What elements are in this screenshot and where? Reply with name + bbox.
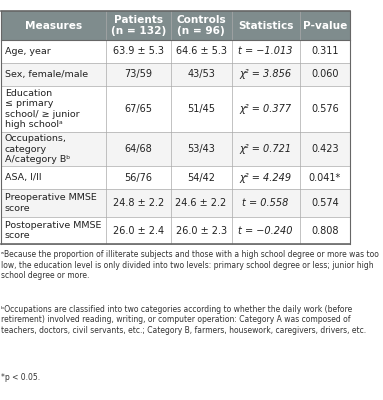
Text: 54/42: 54/42: [187, 173, 215, 183]
Text: Controls
(n = 96): Controls (n = 96): [176, 15, 226, 36]
Bar: [2, 166, 106, 189]
Bar: [300, 132, 350, 166]
Text: ᵃBecause the proportion of illiterate subjects and those with a high school degr: ᵃBecause the proportion of illiterate su…: [2, 250, 379, 280]
Bar: [300, 63, 350, 86]
Bar: [170, 40, 232, 63]
Bar: [106, 63, 170, 86]
Bar: [106, 132, 170, 166]
Bar: [170, 86, 232, 132]
Text: 53/43: 53/43: [187, 144, 215, 154]
Text: Statistics: Statistics: [238, 21, 293, 31]
Bar: [170, 132, 232, 166]
Text: Age, year: Age, year: [5, 47, 51, 56]
Text: Occupations,
category
A/category Bᵇ: Occupations, category A/category Bᵇ: [5, 134, 70, 164]
Bar: [106, 189, 170, 217]
Bar: [300, 166, 350, 189]
Bar: [2, 217, 106, 244]
Bar: [2, 11, 106, 40]
Text: 26.0 ± 2.4: 26.0 ± 2.4: [113, 226, 164, 236]
Bar: [170, 63, 232, 86]
Bar: [106, 11, 170, 40]
Text: χ² = 0.377: χ² = 0.377: [239, 104, 292, 114]
Bar: [106, 217, 170, 244]
Text: ASA, I/II: ASA, I/II: [5, 173, 41, 182]
Text: 0.041*: 0.041*: [309, 173, 341, 183]
Bar: [232, 217, 300, 244]
Text: Patients
(n = 132): Patients (n = 132): [111, 15, 166, 36]
Text: 0.311: 0.311: [311, 46, 339, 56]
Bar: [300, 40, 350, 63]
Text: *p < 0.05.: *p < 0.05.: [2, 373, 41, 382]
Text: 0.576: 0.576: [311, 104, 339, 114]
Bar: [232, 166, 300, 189]
Text: 24.8 ± 2.2: 24.8 ± 2.2: [113, 198, 164, 208]
Bar: [232, 11, 300, 40]
Bar: [300, 189, 350, 217]
Bar: [232, 86, 300, 132]
Bar: [232, 132, 300, 166]
Bar: [170, 189, 232, 217]
Text: 63.9 ± 5.3: 63.9 ± 5.3: [113, 46, 164, 56]
Bar: [2, 189, 106, 217]
Text: t = −1.013: t = −1.013: [238, 46, 293, 56]
Bar: [2, 40, 106, 63]
Bar: [170, 217, 232, 244]
Text: 67/65: 67/65: [124, 104, 152, 114]
Text: t = 0.558: t = 0.558: [242, 198, 289, 208]
Bar: [232, 40, 300, 63]
Bar: [300, 217, 350, 244]
Text: χ² = 3.856: χ² = 3.856: [239, 69, 292, 79]
Text: P-value: P-value: [303, 21, 347, 31]
Text: 0.423: 0.423: [311, 144, 339, 154]
Text: χ² = 4.249: χ² = 4.249: [239, 173, 292, 183]
Bar: [170, 166, 232, 189]
Bar: [2, 132, 106, 166]
Text: χ² = 0.721: χ² = 0.721: [239, 144, 292, 154]
Text: Sex, female/male: Sex, female/male: [5, 70, 88, 79]
Text: 24.6 ± 2.2: 24.6 ± 2.2: [175, 198, 227, 208]
Text: 64.6 ± 5.3: 64.6 ± 5.3: [175, 46, 227, 56]
Bar: [2, 63, 106, 86]
Bar: [232, 63, 300, 86]
Text: 73/59: 73/59: [124, 69, 152, 79]
Bar: [300, 86, 350, 132]
Bar: [106, 166, 170, 189]
Bar: [106, 40, 170, 63]
Text: 0.574: 0.574: [311, 198, 339, 208]
Text: Preoperative MMSE
score: Preoperative MMSE score: [5, 194, 97, 213]
Text: Postoperative MMSE
score: Postoperative MMSE score: [5, 221, 101, 240]
Text: Measures: Measures: [25, 21, 82, 31]
Text: 56/76: 56/76: [124, 173, 152, 183]
Bar: [170, 11, 232, 40]
Bar: [300, 11, 350, 40]
Bar: [106, 86, 170, 132]
Text: 26.0 ± 2.3: 26.0 ± 2.3: [175, 226, 227, 236]
Text: 51/45: 51/45: [187, 104, 215, 114]
Text: 43/53: 43/53: [187, 69, 215, 79]
Text: 0.060: 0.060: [311, 69, 339, 79]
Text: ᵇOccupations are classified into two categories according to whether the daily w: ᵇOccupations are classified into two cat…: [2, 305, 367, 335]
Text: 0.808: 0.808: [311, 226, 339, 236]
Text: 64/68: 64/68: [124, 144, 152, 154]
Text: Education
≤ primary
school/ ≥ junior
high schoolᵃ: Education ≤ primary school/ ≥ junior hig…: [5, 89, 80, 129]
Bar: [232, 189, 300, 217]
Bar: [2, 86, 106, 132]
Text: t = −0.240: t = −0.240: [238, 226, 293, 236]
